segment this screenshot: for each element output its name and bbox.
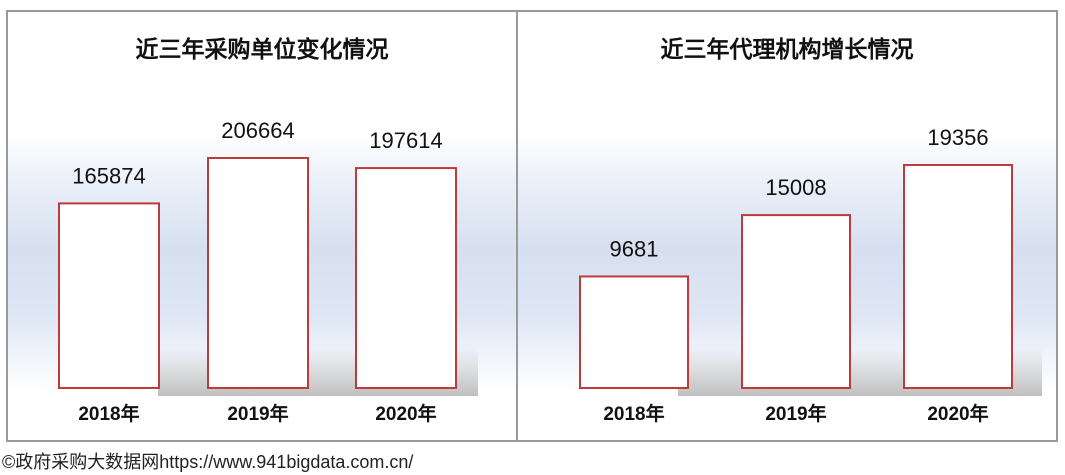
chart-title: 近三年采购单位变化情况: [135, 36, 389, 62]
panel-purchasing-units: 近三年采购单位变化情况 165874 2018年 206664 2019年 197614…: [8, 12, 516, 440]
source-credit: ©政府采购大数据网https://www.941bigdata.com.cn/: [2, 452, 414, 472]
x-tick-label: 2019年: [227, 402, 288, 425]
bar-2018年: [579, 275, 689, 389]
bar-2020年: [903, 164, 1013, 389]
bar-chart-agencies: 9681 2018年 15008 2019年 19356 2020年: [579, 125, 1013, 425]
data-label: 165874: [72, 163, 145, 188]
x-tick-label: 2020年: [375, 402, 436, 425]
bar-2019年: [741, 214, 851, 389]
data-label: 9681: [610, 236, 659, 261]
bar-2018年: [58, 202, 160, 389]
bar-2019年: [207, 157, 309, 389]
data-label: 19356: [927, 125, 988, 150]
bar-2020年: [355, 167, 457, 389]
x-tick-label: 2018年: [603, 402, 664, 425]
figure-frame: 近三年采购单位变化情况 165874 2018年 206664 2019年 197614…: [6, 10, 1058, 442]
x-tick-label: 2018年: [78, 402, 139, 425]
x-tick-label: 2020年: [927, 402, 988, 425]
data-label: 206664: [221, 118, 294, 143]
chart-title: 近三年代理机构增长情况: [660, 36, 914, 62]
panel-divider: [516, 12, 518, 440]
data-label: 15008: [765, 175, 826, 200]
x-tick-label: 2019年: [765, 402, 826, 425]
data-label: 197614: [369, 128, 442, 153]
panel-agencies: 近三年代理机构增长情况 9681 2018年 15008 2019年 19356 2020…: [518, 12, 1056, 440]
bar-chart-purchasing-units: 165874 2018年 206664 2019年 197614 2020年: [58, 118, 457, 425]
